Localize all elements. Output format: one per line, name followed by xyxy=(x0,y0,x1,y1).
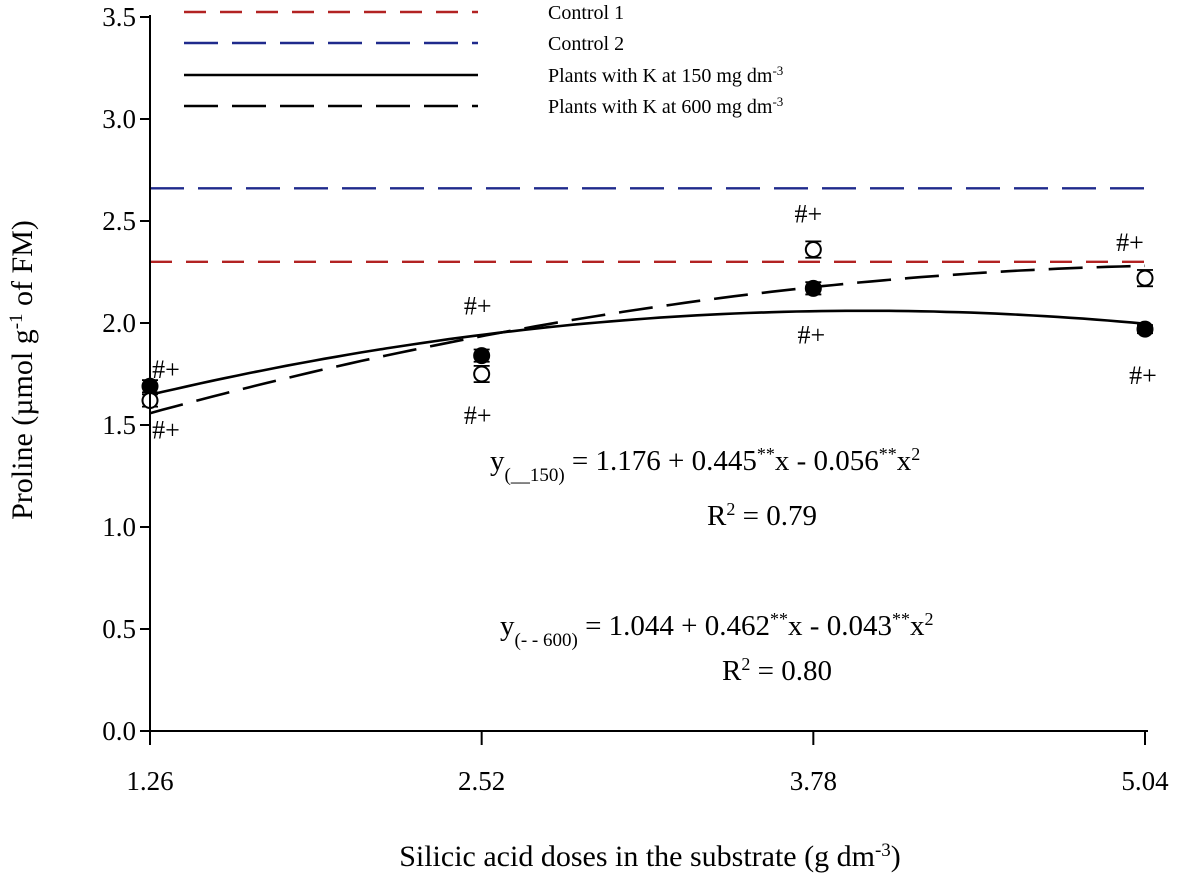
x-axis-title-main: Silicic acid doses in the substrate (g d… xyxy=(399,840,875,873)
equation-600-stars-1: ** xyxy=(770,609,788,629)
equation-600-subscript: (- - 600) xyxy=(515,630,578,651)
x-axis-title: Silicic acid doses in the substrate (g d… xyxy=(399,840,901,874)
point-k150 xyxy=(1136,320,1154,338)
r-squared-150-power: 2 xyxy=(726,499,735,519)
r-squared-600: R2 = 0.80 xyxy=(722,654,832,687)
fit-curves xyxy=(149,264,1146,415)
y-tick-label: 3.0 xyxy=(102,104,136,134)
legend: Control 1 Control 2 Plants with K at 150 m… xyxy=(184,2,783,118)
equation-600-part-c: x xyxy=(910,610,925,642)
legend-label-text: Plants with K at 150 mg dm xyxy=(548,65,773,87)
legend-label-3: Plants with K at 150 mg dm-3 xyxy=(548,63,783,88)
r-squared-150: R2 = 0.79 xyxy=(707,499,817,532)
significance-label: #+ xyxy=(1129,361,1157,390)
fit-curve-k150 xyxy=(149,309,1146,397)
significance-label: #+ xyxy=(797,320,825,349)
point-k150 xyxy=(473,347,491,365)
x-axis-title-end: ) xyxy=(891,840,901,873)
y-tick-label: 3.5 xyxy=(102,2,136,32)
equation-150-part-a: = 1.176 + 0.445 xyxy=(565,445,757,477)
axes: 0.0 0.5 1.0 1.5 2.0 2.5 3.0 3.5 1.26 2.52 3.78 5.04 xyxy=(102,2,1169,796)
legend-label-superscript: -3 xyxy=(772,94,783,109)
legend-label-text: Control 2 xyxy=(548,33,624,55)
y-tick-label: 0.5 xyxy=(102,614,136,644)
point-k150 xyxy=(804,279,822,297)
equation-150-power: 2 xyxy=(911,444,920,464)
point-k600 xyxy=(473,365,491,383)
legend-label-superscript: -3 xyxy=(772,63,783,78)
significance-label: #+ xyxy=(464,292,492,321)
equation-600-part-a: = 1.044 + 0.462 xyxy=(578,610,770,642)
significance-label: #+ xyxy=(794,200,822,229)
y-tick-label: 2.5 xyxy=(102,206,136,236)
fit-curve-k600 xyxy=(149,264,1146,415)
legend-label-text: Control 1 xyxy=(548,2,624,24)
legend-label-text: Plants with K at 600 mg dm xyxy=(548,96,773,118)
y-tick-label: 2.0 xyxy=(102,308,136,338)
equation-600-stars-2: ** xyxy=(892,609,910,629)
equation-600-power: 2 xyxy=(924,609,933,629)
significance-label: #+ xyxy=(464,401,492,430)
equation-150-part-b: x - 0.056 xyxy=(775,445,879,477)
equation-150: y(__150) = 1.176 + 0.445**x - 0.056**x2 xyxy=(490,444,920,486)
y-axis-title-superscript: -1 xyxy=(6,313,27,329)
equation-150-stars-1: ** xyxy=(757,444,775,464)
legend-label-4: Plants with K at 600 mg dm-3 xyxy=(548,94,783,119)
control-lines xyxy=(150,187,1145,263)
equation-150-part-c: x xyxy=(897,445,912,477)
y-axis-title: Proline (µmol g-1 of FM) xyxy=(6,220,40,520)
legend-label-1: Control 1 xyxy=(548,2,624,24)
y-tick-label: 1.5 xyxy=(102,410,136,440)
x-tick-label: 1.26 xyxy=(126,766,173,796)
significance-labels: #+ #+ #+ #+ #+ #+ #+ #+ xyxy=(152,200,1157,445)
point-k600 xyxy=(1136,269,1154,287)
y-axis-title-part-1: Proline (µmol g xyxy=(6,329,39,520)
equation-150-subscript: (__150) xyxy=(505,465,565,486)
x-tick-label: 3.78 xyxy=(790,766,837,796)
x-axis-title-superscript: -3 xyxy=(875,840,891,861)
significance-label: #+ xyxy=(152,416,180,445)
r-squared-600-power: 2 xyxy=(741,654,750,674)
significance-label: #+ xyxy=(1116,228,1144,257)
y-tick-label: 0.0 xyxy=(102,716,136,746)
legend-label-2: Control 2 xyxy=(548,33,624,55)
equation-600: y(- - 600) = 1.044 + 0.462**x - 0.043**x… xyxy=(500,609,933,651)
x-tick-label: 2.52 xyxy=(458,766,505,796)
x-tick-label: 5.04 xyxy=(1121,766,1169,796)
equation-150-stars-2: ** xyxy=(879,444,897,464)
y-axis-title-part-3: of FM) xyxy=(6,220,39,313)
equation-600-part-b: x - 0.043 xyxy=(788,610,892,642)
significance-label: #+ xyxy=(152,355,180,384)
y-tick-label: 1.0 xyxy=(102,512,136,542)
data-points xyxy=(141,240,1154,410)
point-k600 xyxy=(804,241,822,259)
